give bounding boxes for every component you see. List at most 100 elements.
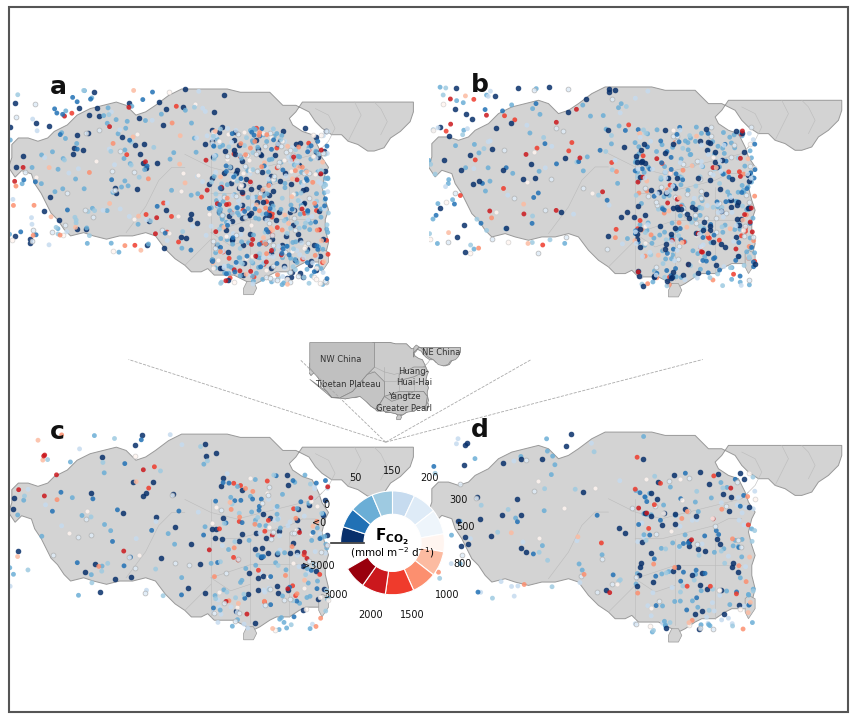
Point (746, 503, 760, 515)
Point (222, 252, 236, 264)
Point (732, 541, 746, 552)
Point (686, 201, 699, 213)
Point (440, 125, 453, 137)
Point (228, 536, 242, 547)
Point (243, 142, 257, 154)
Point (743, 599, 757, 610)
Point (193, 558, 207, 569)
Point (468, 139, 482, 150)
Point (260, 248, 273, 260)
Point (259, 520, 273, 531)
Point (231, 202, 244, 214)
Point (38, 490, 51, 502)
Text: b: b (470, 73, 488, 97)
Point (211, 239, 225, 250)
Point (211, 199, 225, 211)
Point (321, 226, 334, 238)
Point (321, 482, 334, 494)
Point (258, 157, 272, 168)
Point (674, 171, 687, 183)
Point (234, 577, 248, 588)
Point (156, 590, 170, 602)
Point (737, 147, 751, 158)
Point (653, 221, 667, 232)
Point (674, 157, 687, 168)
Point (121, 180, 135, 191)
Point (489, 206, 503, 218)
Point (239, 563, 253, 574)
Point (640, 508, 654, 519)
Text: 1000: 1000 (434, 590, 459, 600)
Point (640, 224, 654, 236)
Text: c: c (50, 421, 64, 444)
Point (480, 109, 494, 121)
Point (175, 589, 189, 600)
Point (78, 204, 92, 216)
Point (736, 623, 750, 635)
Point (111, 128, 125, 139)
Point (702, 619, 716, 631)
Point (226, 190, 240, 201)
Point (207, 235, 220, 247)
Point (309, 262, 323, 273)
Point (507, 455, 521, 467)
Point (285, 528, 299, 539)
Point (141, 216, 155, 227)
Point (715, 239, 728, 250)
Point (82, 230, 96, 242)
Point (631, 163, 644, 175)
Point (218, 167, 231, 178)
Point (240, 132, 254, 144)
Point (243, 177, 257, 188)
Point (274, 140, 288, 152)
Point (103, 198, 117, 209)
Point (305, 270, 319, 282)
Point (669, 168, 683, 180)
Point (694, 619, 708, 631)
Point (741, 169, 755, 180)
Point (18, 167, 32, 178)
Point (307, 271, 321, 283)
Point (242, 268, 255, 280)
Point (108, 183, 122, 194)
Point (508, 114, 522, 126)
Point (180, 232, 194, 244)
Point (208, 242, 222, 253)
Point (665, 236, 679, 247)
Point (720, 207, 734, 219)
Point (695, 160, 709, 172)
Point (272, 525, 285, 536)
Point (693, 467, 707, 478)
Point (640, 141, 654, 152)
Point (253, 192, 267, 203)
Point (664, 168, 678, 179)
Point (242, 568, 255, 580)
Point (660, 275, 674, 286)
Point (682, 535, 696, 546)
Point (302, 142, 315, 153)
Point (599, 584, 613, 595)
Point (716, 142, 729, 154)
Point (209, 247, 223, 259)
Point (257, 129, 271, 141)
Point (536, 239, 549, 251)
Point (199, 138, 213, 150)
Point (739, 222, 752, 234)
Point (570, 104, 584, 115)
Point (108, 433, 122, 444)
Point (633, 219, 647, 231)
Point (577, 165, 590, 177)
Point (470, 214, 483, 225)
Point (631, 587, 644, 599)
Point (676, 165, 690, 176)
Point (236, 258, 249, 270)
Point (571, 531, 584, 543)
Text: Greater Pearl: Greater Pearl (376, 404, 432, 413)
Point (602, 87, 616, 99)
Point (709, 226, 722, 238)
Point (653, 595, 667, 607)
Point (233, 511, 247, 523)
Point (496, 164, 510, 175)
Point (497, 183, 511, 194)
Point (297, 271, 310, 283)
